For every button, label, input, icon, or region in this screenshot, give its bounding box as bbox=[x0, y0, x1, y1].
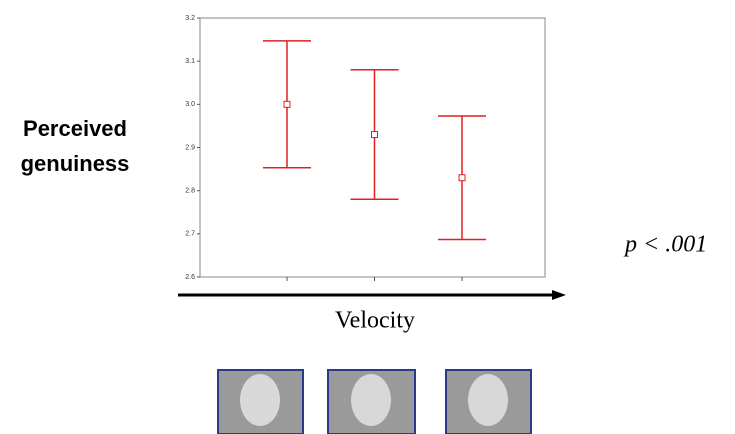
plot-frame bbox=[199, 17, 546, 278]
x-label: Velocity bbox=[335, 308, 415, 334]
y-label: Perceived bbox=[23, 116, 127, 141]
face-images bbox=[217, 369, 532, 434]
y-tick-label: 2.7 bbox=[185, 231, 195, 238]
mean-marker bbox=[283, 100, 291, 108]
face bbox=[240, 374, 280, 426]
y-tick-label: 2.8 bbox=[185, 188, 195, 195]
annotation: p < .001 bbox=[623, 232, 707, 258]
y-tick-label: 3.0 bbox=[185, 101, 195, 108]
mean-marker bbox=[458, 174, 466, 182]
mean-marker bbox=[371, 131, 378, 139]
y-label: genuiness bbox=[21, 151, 130, 176]
y-tick-label: 3.2 bbox=[185, 15, 195, 22]
y-tick-label: 2.9 bbox=[185, 144, 195, 151]
face bbox=[351, 374, 391, 426]
arrow-head bbox=[552, 290, 566, 300]
face bbox=[468, 374, 508, 426]
y-tick-label: 3.1 bbox=[185, 58, 195, 65]
y-tick-label: 2.6 bbox=[185, 274, 195, 281]
